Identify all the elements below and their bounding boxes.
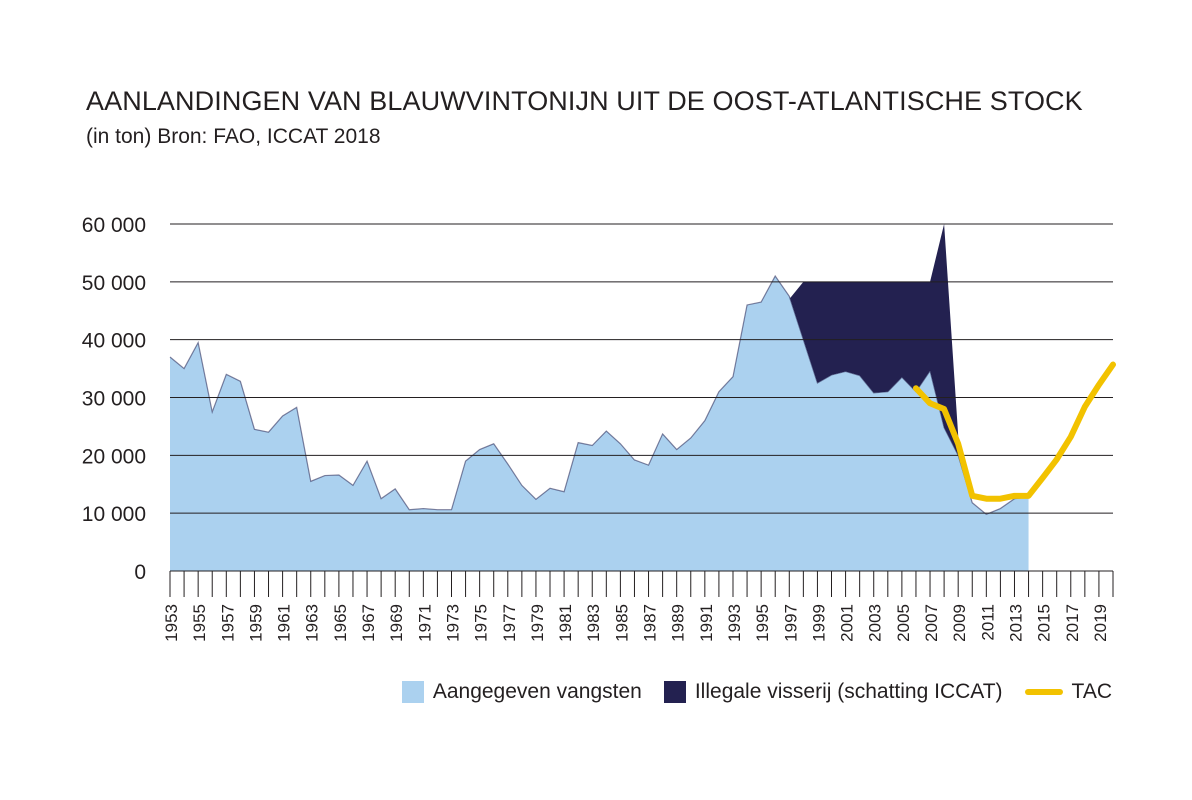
xtick-label-1977: 1977 <box>500 604 519 642</box>
xtick-label-1953: 1953 <box>162 604 181 642</box>
legend-swatch-illegal <box>663 681 686 703</box>
chart-title: AANLANDINGEN VAN BLAUWVINTONIJN UIT DE O… <box>86 86 1083 116</box>
xtick-label-2003: 2003 <box>866 604 885 642</box>
xtick-label-1967: 1967 <box>359 604 378 642</box>
legend-label-reported: Aangegeven vangsten <box>432 680 642 703</box>
xtick-label-2015: 2015 <box>1035 604 1054 642</box>
xtick-label-2017: 2017 <box>1063 604 1082 642</box>
xtick-label-1985: 1985 <box>612 604 631 642</box>
ytick-label-0: 0 <box>134 561 146 584</box>
legend-item-illegal: Illegale visserij (schatting ICCAT) <box>663 680 1003 704</box>
xtick-label-2019: 2019 <box>1091 604 1110 642</box>
xtick-label-1959: 1959 <box>246 604 265 642</box>
xtick-label-1989: 1989 <box>669 604 688 642</box>
xtick-label-2005: 2005 <box>894 604 913 642</box>
legend-swatch-tac <box>1024 689 1063 695</box>
xtick-label-2001: 2001 <box>838 604 857 642</box>
series-tac-line <box>912 361 1116 502</box>
ytick-label-10000: 10 000 <box>82 503 146 526</box>
ytick-label-30000: 30 000 <box>82 388 146 411</box>
xtick-label-1979: 1979 <box>528 604 547 642</box>
xtick-label-1983: 1983 <box>584 604 603 642</box>
xtick-label-2013: 2013 <box>1006 604 1025 642</box>
legend-label-illegal: Illegale visserij (schatting ICCAT) <box>694 680 1003 703</box>
xtick-label-1963: 1963 <box>303 604 322 642</box>
ytick-label-60000: 60 000 <box>82 214 146 237</box>
legend-swatch-reported <box>401 681 424 703</box>
xtick-label-1975: 1975 <box>472 604 491 642</box>
xtick-label-1971: 1971 <box>415 604 434 642</box>
xtick-label-2009: 2009 <box>950 604 969 642</box>
xtick-label-2011: 2011 <box>978 604 997 641</box>
xtick-label-1997: 1997 <box>781 604 800 642</box>
xtick-label-1981: 1981 <box>556 604 575 642</box>
xtick-label-1991: 1991 <box>697 604 716 642</box>
legend-item-reported: Aangegeven vangsten <box>401 680 642 704</box>
xtick-label-1955: 1955 <box>190 604 209 642</box>
legend-item-tac: TAC <box>1024 680 1112 704</box>
xtick-label-1993: 1993 <box>725 604 744 642</box>
chart-legend: Aangegeven vangsten Illegale visserij (s… <box>380 680 1112 704</box>
xtick-label-1999: 1999 <box>809 604 828 642</box>
xtick-label-1987: 1987 <box>641 604 660 642</box>
xtick-label-1995: 1995 <box>753 604 772 642</box>
xtick-label-1969: 1969 <box>387 604 406 642</box>
xtick-label-1961: 1961 <box>275 604 294 642</box>
ytick-label-20000: 20 000 <box>82 445 146 468</box>
xtick-label-1957: 1957 <box>218 604 237 642</box>
xtick-label-2007: 2007 <box>922 604 941 642</box>
ytick-label-50000: 50 000 <box>82 272 146 295</box>
legend-label-tac: TAC <box>1071 680 1112 703</box>
series-reported-outline <box>169 274 1029 516</box>
series-reported-area <box>170 276 1029 571</box>
chart-subtitle: (in ton) Bron: FAO, ICCAT 2018 <box>86 125 381 148</box>
ytick-label-40000: 40 000 <box>82 330 146 353</box>
xtick-label-1965: 1965 <box>331 604 350 642</box>
xtick-label-1973: 1973 <box>443 604 462 642</box>
